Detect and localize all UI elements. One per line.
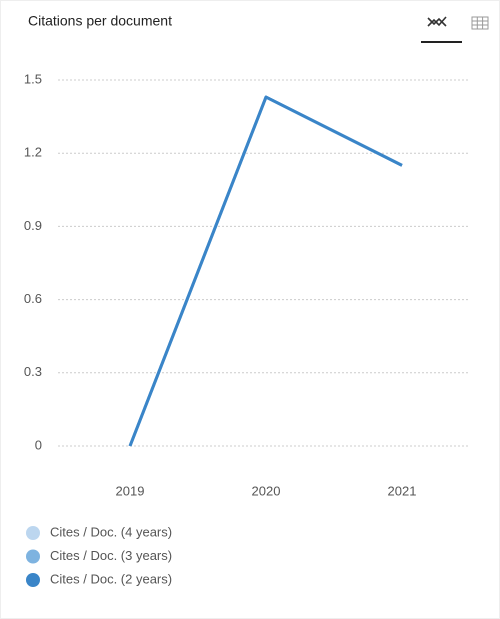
x-tick-label: 2021 — [388, 483, 417, 498]
table-view-button[interactable] — [471, 16, 489, 30]
chart-view-button[interactable] — [421, 16, 462, 43]
legend-label: Cites / Doc. (3 years) — [50, 548, 172, 563]
y-tick-label: 0.3 — [24, 364, 42, 379]
legend-label: Cites / Doc. (4 years) — [50, 524, 172, 539]
y-tick-label: 0.9 — [24, 218, 42, 233]
legend-marker — [26, 573, 40, 587]
chart-title: Citations per document — [28, 13, 172, 29]
legend-marker — [26, 549, 40, 564]
x-tick-label: 2020 — [252, 483, 281, 498]
x-tick-label: 2019 — [116, 483, 145, 498]
y-tick-label: 0.6 — [24, 291, 42, 306]
y-tick-label: 1.5 — [24, 71, 42, 86]
y-tick-label: 0 — [35, 437, 42, 452]
legend-marker — [26, 526, 40, 540]
legend-label: Cites / Doc. (2 years) — [50, 571, 172, 586]
y-tick-label: 1.2 — [24, 145, 42, 160]
line-series — [128, 95, 403, 447]
